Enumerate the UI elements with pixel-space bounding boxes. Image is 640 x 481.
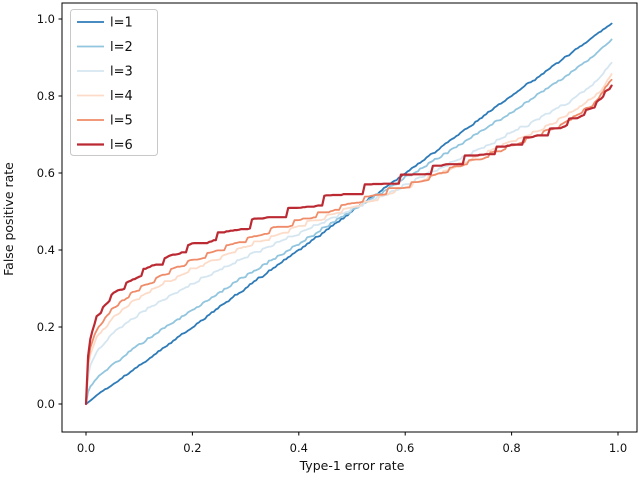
x-axis-ticks: 0.0 0.2 0.4 0.6 0.8 1.0 (77, 432, 627, 455)
legend-label: l=5 (110, 114, 133, 129)
x-tick-label: 0.2 (183, 441, 201, 455)
legend-label: l=6 (110, 138, 133, 153)
legend-label: l=1 (110, 16, 133, 31)
plot-frame (61, 2, 638, 433)
y-axis-label: False positive rate (1, 162, 16, 276)
y-axis-ticks: 0.0 0.2 0.4 0.6 0.8 1.0 (37, 12, 62, 411)
x-tick-label: 0.0 (77, 441, 95, 455)
y-tick-label: 0.6 (37, 166, 55, 180)
x-tick-label: 0.4 (290, 441, 308, 455)
x-tick-label: 1.0 (609, 441, 627, 455)
series-line-l2 (85, 38, 613, 405)
y-tick-label: 0.0 (37, 397, 55, 411)
x-tick-label: 0.6 (396, 441, 414, 455)
y-tick-label: 0.8 (37, 89, 55, 103)
series-line-l3 (85, 61, 613, 405)
series-line-l6 (84, 84, 613, 406)
legend-label: l=2 (110, 40, 133, 55)
y-tick-label: 1.0 (37, 12, 55, 26)
y-tick-label: 0.4 (37, 243, 55, 257)
series-group (84, 22, 613, 406)
x-axis-label: Type-1 error rate (299, 458, 405, 473)
x-tick-label: 0.8 (502, 441, 520, 455)
legend-entries: l=1 l=2 l=3 l=4 l=5 l=6 (77, 16, 133, 153)
y-tick-label: 0.2 (37, 320, 55, 334)
legend-label: l=3 (110, 65, 133, 80)
legend-frame (70, 9, 158, 156)
legend-label: l=4 (110, 89, 133, 104)
legend-box: l=1 l=2 l=3 l=4 l=5 l=6 (70, 9, 158, 156)
